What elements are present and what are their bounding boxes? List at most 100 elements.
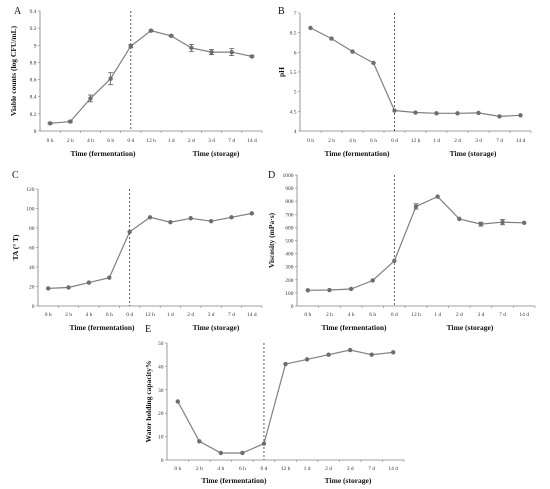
x-tick-label: 4 h [348, 312, 355, 318]
x-axis-title-fermentation: Time (fermentation) [201, 476, 267, 485]
x-tick-label: 2 d [187, 312, 194, 318]
x-tick-label: 14 d [247, 138, 257, 144]
y-tick-label: 20 [29, 285, 35, 291]
x-tick-label: 4 h [217, 466, 224, 472]
x-tick-label: 14 d [388, 466, 398, 472]
x-tick-label: 7 d [499, 312, 506, 318]
data-point [249, 54, 255, 59]
x-tick-label: 2 h [326, 312, 333, 318]
data-point [370, 278, 375, 283]
panel-e: E 0 10 20 30 40 50 0 h 2 h 4 h 6 h 0 d 12 h 1 d 2 d 3 d… [144, 324, 405, 485]
data-point [518, 113, 523, 118]
x-tick-label: 2 h [328, 138, 335, 144]
panel-b: B 4 4.5 5 5.5 6 6.5 7 0 h 2 h 4 h 6 h 0 d 12 h 1 d 2 d 3… [277, 6, 532, 158]
y-tick-label: 500 [285, 239, 294, 245]
data-point [240, 450, 245, 456]
data-point [327, 287, 332, 293]
y-tick-label: 900 [285, 186, 294, 192]
x-tick-label: 1 d [304, 466, 311, 472]
y-tick-label: 0 [161, 458, 164, 464]
x-tick-label: 6 h [370, 138, 377, 144]
x-tick-label: 7 d [496, 138, 503, 144]
x-axis-title-storage: Time (storage) [325, 476, 372, 485]
data-point [434, 111, 439, 116]
y-tick-label: 600 [285, 225, 294, 231]
data-point [208, 218, 214, 224]
panel-c: C 0 20 40 60 80 100 120 0 h 2 h 4 h 6 h 0 d 12 h 1 d 2 … [11, 170, 263, 332]
data-point [229, 49, 234, 55]
y-tick-label: 40 [158, 364, 164, 370]
x-axis-title-fermentation: Time (fermentation) [69, 323, 135, 332]
x-axis-title-fermentation: Time (fermentation) [70, 149, 136, 158]
x-tick-label: 3 d [208, 138, 215, 144]
x-tick-label: 2 d [454, 138, 461, 144]
x-tick-label: 0 d [391, 312, 398, 318]
y-tick-label: 120 [26, 187, 35, 193]
x-axis-title-fermentation: Time (fermentation) [324, 149, 390, 158]
x-tick-label: 7 d [228, 138, 235, 144]
y-tick-label: 9.2 [30, 26, 37, 32]
y-tick-label: 50 [158, 341, 164, 347]
y-tick-label: 6 [294, 50, 297, 56]
y-tick-label: 8.8 [30, 60, 37, 66]
data-point [413, 204, 419, 209]
y-tick-label: 0 [291, 304, 294, 310]
y-tick-label: 100 [285, 291, 294, 297]
x-tick-label: 7 d [228, 312, 235, 318]
y-tick-label: 4.5 [290, 109, 297, 115]
x-axis-title-storage: Time (storage) [450, 149, 497, 158]
x-tick-label: 12 h [281, 466, 291, 472]
data-point [392, 108, 397, 113]
x-tick-label: 0 d [391, 138, 398, 144]
x-tick-label: 3 d [347, 466, 354, 472]
data-point [329, 36, 334, 41]
y-tick-label: 6.5 [290, 31, 297, 37]
x-tick-label: 14 d [519, 312, 529, 318]
x-tick-label: 2 h [67, 138, 74, 144]
x-tick-label: 12 h [146, 138, 156, 144]
data-point [128, 43, 134, 49]
data-point [476, 110, 481, 116]
data-point [229, 215, 234, 220]
series-line [307, 195, 525, 291]
panel-letter-c: C [12, 170, 19, 181]
y-tick-label: 8.2 [30, 112, 37, 118]
x-tick-label: 4 h [85, 312, 92, 318]
data-point [168, 33, 174, 39]
x-tick-label: 6 h [239, 466, 246, 472]
data-point [188, 216, 193, 221]
data-point [457, 216, 462, 222]
panel-letter-a: A [14, 6, 22, 17]
data-point [47, 121, 53, 126]
panel-letter-b: B [278, 6, 285, 17]
data-point [168, 219, 173, 225]
data-point [86, 280, 92, 285]
panel-a: A 8 8.2 8.4 8.6 8.8 9 9.2 9.4 0 h 2 h 4 h 6 h 0 d 12 h… [9, 6, 263, 158]
y-tick-label: 4 [294, 129, 297, 135]
x-tick-label: 0 h [307, 138, 314, 144]
y-tick-label: 700 [285, 212, 294, 218]
x-tick-label: 4 h [349, 138, 356, 144]
data-point [175, 399, 180, 404]
data-point [369, 352, 374, 357]
data-point [189, 45, 194, 51]
x-tick-label: 0 h [45, 312, 52, 318]
data-point [455, 111, 460, 116]
y-tick-label: 40 [29, 265, 35, 271]
y-tick-label: 200 [285, 278, 294, 284]
x-tick-label: 0 h [174, 466, 181, 472]
x-tick-label: 1 d [167, 312, 174, 318]
data-point [391, 350, 396, 355]
x-tick-label: 0 d [261, 466, 268, 472]
y-tick-label: 9 [34, 43, 37, 49]
y-tick-label: 30 [158, 388, 164, 394]
y-axis-title: TA (° T) [11, 234, 20, 261]
x-tick-label: 7 d [368, 466, 375, 472]
data-point [108, 76, 113, 81]
x-tick-label: 2 d [456, 312, 463, 318]
y-tick-label: 5.5 [290, 70, 297, 76]
panel-letter-e: E [145, 324, 151, 335]
x-tick-label: 6 h [106, 312, 113, 318]
x-tick-label: 1 d [168, 138, 175, 144]
y-tick-label: 8 [34, 129, 37, 135]
